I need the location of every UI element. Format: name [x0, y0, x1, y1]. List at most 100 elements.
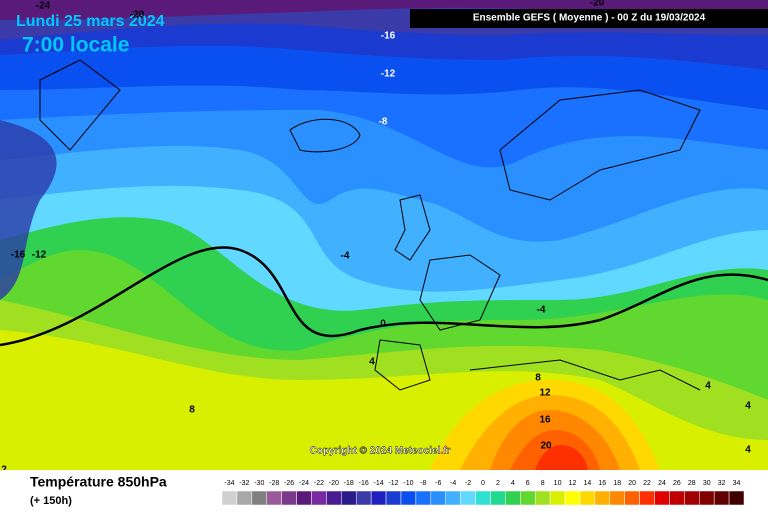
contour-labels: -24 -20 -20 -16 -12 -8 -4 -16 -12 0 -4 4…	[1, 0, 751, 476]
contour-label: 4	[705, 381, 711, 392]
scale-cell	[400, 490, 417, 506]
run-info: Ensemble GEFS ( Moyenne ) - 00 Z du 19/0…	[473, 13, 706, 24]
scale-label: 8	[541, 480, 545, 487]
contour-label: -24	[36, 1, 51, 12]
scale-label: -6	[435, 480, 441, 487]
scale-cell	[445, 490, 461, 506]
legend-title: Température 850hPa	[30, 474, 167, 490]
scale-label: -8	[420, 480, 426, 487]
scale-label: -10	[403, 480, 413, 487]
scale-cell	[251, 490, 267, 506]
scale-cell	[326, 490, 342, 506]
contour-label: 0	[380, 319, 386, 330]
scale-label: -4	[450, 480, 456, 487]
scale-cell	[236, 490, 253, 506]
temperature-field	[0, 0, 768, 470]
map-time: 7:00 locale	[22, 34, 129, 57]
contour-label: 4	[745, 401, 751, 412]
scale-cell	[341, 490, 357, 506]
scale-label: -28	[269, 480, 279, 487]
legend-lead: (+ 150h)	[30, 495, 72, 507]
scale-label: -20	[329, 480, 339, 487]
scale-label: -14	[374, 480, 384, 487]
contour-label: -16	[11, 250, 26, 261]
scale-cell	[266, 490, 282, 506]
scale-cell	[728, 490, 745, 506]
scale-cell	[564, 490, 581, 506]
scale-label: 20	[628, 480, 636, 487]
contour-label: 4	[369, 357, 375, 368]
scale-cell	[490, 490, 506, 506]
scale-cell	[296, 490, 312, 506]
scale-label: -16	[359, 480, 369, 487]
contour-label: 16	[539, 415, 551, 426]
coastlines	[39, 59, 701, 391]
contour-label: 20	[540, 441, 552, 452]
scale-label: 26	[673, 480, 681, 487]
scale-cell	[221, 490, 238, 506]
scale-cell	[609, 490, 625, 506]
scale-cell	[684, 490, 700, 506]
scale-cell	[639, 490, 655, 506]
scale-cell	[475, 490, 491, 506]
scale-cell	[281, 490, 297, 506]
scale-cell	[415, 490, 432, 506]
scale-label: -12	[388, 480, 398, 487]
scale-label: -24	[299, 480, 309, 487]
scale-cell	[505, 490, 521, 506]
contour-label: 4	[745, 445, 751, 456]
scale-cell	[385, 490, 402, 506]
contour-label: -8	[379, 117, 388, 128]
contour-label: 8	[189, 405, 195, 416]
scale-label: 22	[643, 480, 651, 487]
scale-cell	[311, 490, 327, 506]
scale-cell	[355, 490, 372, 506]
scale-label: -34	[224, 480, 234, 487]
contour-label: -4	[341, 251, 350, 262]
contour-label: -12	[32, 250, 47, 261]
scale-label: 10	[554, 480, 562, 487]
color-scale: -34 -32 -30 -28 -26 -24 -22 -20 -18 -16 -14 -12 -10-…	[221, 480, 745, 506]
scale-cell	[520, 490, 536, 506]
scale-label: 18	[613, 480, 621, 487]
scale-label: -26	[284, 480, 294, 487]
scale-label: -2	[465, 480, 471, 487]
copyright: Copyright © 2024 Meteociel.fr	[310, 446, 451, 457]
scale-label: 0	[481, 480, 485, 487]
scale-cell	[430, 490, 446, 506]
scale-cell	[370, 490, 387, 506]
scale-cell	[654, 490, 670, 506]
scale-label: -22	[314, 480, 324, 487]
scale-label: 34	[733, 480, 741, 487]
scale-label: 32	[718, 480, 726, 487]
contour-label: -4	[537, 305, 546, 316]
contour-label: -16	[381, 31, 396, 42]
scale-cell	[549, 490, 566, 506]
scale-label: 24	[658, 480, 666, 487]
scale-label: 12	[569, 480, 577, 487]
scale-cell	[460, 490, 476, 506]
scale-label: 16	[598, 480, 606, 487]
scale-label: 28	[688, 480, 696, 487]
contour-label: -20	[130, 10, 145, 21]
scale-label: -32	[239, 480, 249, 487]
scale-label: 6	[526, 480, 530, 487]
scale-cell	[699, 490, 715, 506]
scale-cell	[594, 490, 611, 506]
scale-cell	[624, 490, 640, 506]
scale-cell	[534, 490, 551, 506]
scale-cell	[579, 490, 596, 506]
scale-cell	[669, 490, 685, 506]
scale-label: -30	[254, 480, 264, 487]
scale-label: 2	[496, 480, 500, 487]
map-date: Lundi 25 mars 2024	[16, 13, 165, 30]
contour-label: -20	[590, 0, 605, 9]
scale-label: -18	[344, 480, 354, 487]
scale-label: 4	[511, 480, 515, 487]
scale-label: 14	[584, 480, 592, 487]
scale-cell	[713, 490, 730, 506]
contour-label: 8	[535, 373, 541, 384]
scale-label: 30	[703, 480, 711, 487]
